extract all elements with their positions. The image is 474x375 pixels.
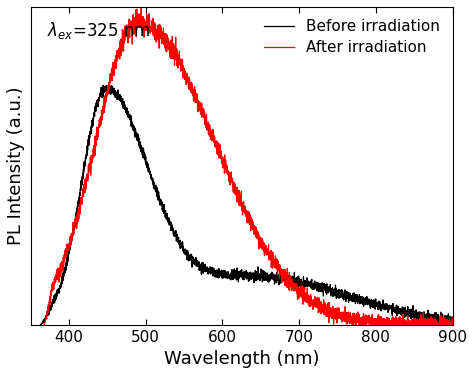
After irradiation xyxy=(88,163,94,167)
Before irradiation xyxy=(85,149,91,154)
After irradiation xyxy=(112,65,118,69)
After irradiation xyxy=(216,141,221,146)
Before irradiation xyxy=(109,84,115,88)
After irradiation xyxy=(198,111,204,116)
Y-axis label: PL Intensity (a.u.): PL Intensity (a.u.) xyxy=(7,87,25,245)
After irradiation xyxy=(41,322,47,327)
Legend: Before irradiation, After irradiation: Before irradiation, After irradiation xyxy=(259,15,445,60)
Before irradiation xyxy=(214,268,219,273)
Before irradiation xyxy=(397,306,403,310)
After irradiation xyxy=(138,5,144,10)
Before irradiation xyxy=(450,317,456,322)
X-axis label: Wavelength (nm): Wavelength (nm) xyxy=(164,350,319,368)
After irradiation xyxy=(442,322,447,327)
Before irradiation xyxy=(37,322,43,327)
Line: Before irradiation: Before irradiation xyxy=(40,85,453,325)
Before irradiation xyxy=(196,263,201,267)
After irradiation xyxy=(450,316,456,320)
Before irradiation xyxy=(106,83,112,87)
Before irradiation xyxy=(442,314,447,318)
Text: $\lambda_{ex}$=325 nm: $\lambda_{ex}$=325 nm xyxy=(47,20,151,40)
After irradiation xyxy=(398,322,403,327)
Line: After irradiation: After irradiation xyxy=(44,8,453,325)
